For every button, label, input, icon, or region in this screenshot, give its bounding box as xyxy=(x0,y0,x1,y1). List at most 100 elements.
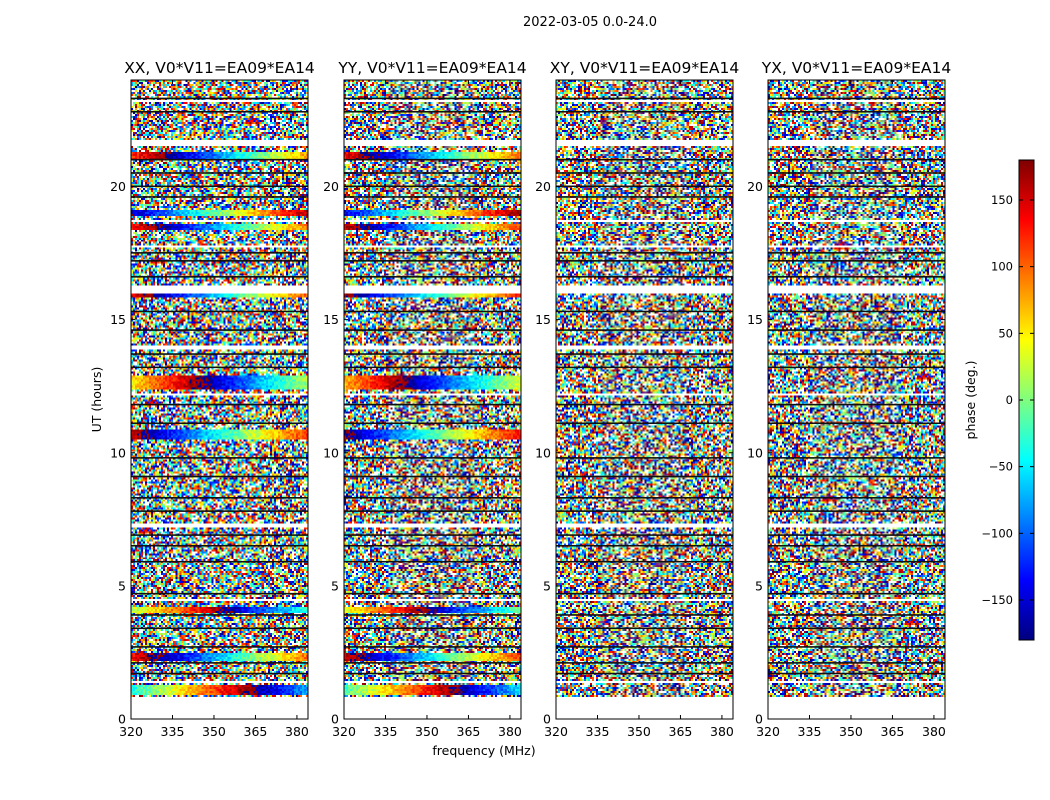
flag-line xyxy=(344,497,521,499)
flag-line xyxy=(131,614,308,616)
flag-line xyxy=(131,185,308,188)
y-tick-label: 20 xyxy=(535,179,551,194)
flag-line xyxy=(556,252,733,254)
flag-line xyxy=(768,534,945,536)
y-tick-label: 0 xyxy=(755,712,763,727)
panel-1: XX, V0*V11=EA09*EA14 320 335 350 365 380 0 5 10 1… xyxy=(89,59,315,739)
flag-line xyxy=(344,366,521,369)
flag-line xyxy=(556,560,733,563)
phase-image xyxy=(131,80,308,719)
panel-title: YX, V0*V11=EA09*EA14 xyxy=(761,59,951,77)
flag-line xyxy=(768,497,945,499)
flag-line xyxy=(131,627,308,630)
x-tick-label: 365 xyxy=(244,724,268,739)
flag-line xyxy=(768,276,945,278)
flag-line xyxy=(556,185,733,188)
flag-line xyxy=(556,260,733,262)
x-tick-label: 320 xyxy=(544,724,568,739)
y-tick-label: 10 xyxy=(535,445,551,460)
flag-line xyxy=(556,97,733,100)
flag-line xyxy=(768,614,945,616)
flag-line xyxy=(556,497,733,499)
flag-line xyxy=(768,97,945,100)
flag-line xyxy=(344,422,521,425)
flag-line xyxy=(344,672,521,675)
colorbar: −150 −100 −50 0 50 100 150 phase (deg.) xyxy=(963,159,1035,641)
x-tick-label: 365 xyxy=(881,724,905,739)
x-tick-label: 320 xyxy=(119,724,143,739)
panel-3: XY, V0*V11=EA09*EA14 320 335 350 365 380 0 5 10 1… xyxy=(535,59,739,739)
flag-line xyxy=(556,457,733,459)
flag-line xyxy=(344,544,521,547)
flag-line xyxy=(131,457,308,459)
flag-line xyxy=(131,110,308,113)
x-tick-label: 320 xyxy=(332,724,356,739)
flag-line xyxy=(556,646,733,648)
flag-line xyxy=(556,534,733,536)
flag-line xyxy=(344,276,521,278)
x-tick-label: 380 xyxy=(710,724,734,739)
phase-image xyxy=(768,80,945,719)
flag-line xyxy=(768,592,945,595)
y-tick-label: 5 xyxy=(543,578,551,593)
flag-line xyxy=(344,662,521,664)
flag-line xyxy=(344,172,521,174)
x-tick-label: 335 xyxy=(161,724,185,739)
x-tick-label: 335 xyxy=(374,724,398,739)
flag-line xyxy=(556,403,733,406)
phase-image xyxy=(556,80,733,719)
flag-line xyxy=(556,276,733,278)
panel-title: XY, V0*V11=EA09*EA14 xyxy=(550,59,739,77)
x-tick-label: 320 xyxy=(756,724,780,739)
colorbar-tick-label: 50 xyxy=(998,326,1013,340)
flag-line xyxy=(556,592,733,595)
flag-line xyxy=(768,366,945,369)
colorbar-tick-label: −50 xyxy=(989,460,1013,474)
flag-line xyxy=(344,560,521,563)
flag-line xyxy=(344,646,521,648)
y-tick-label: 10 xyxy=(747,445,763,460)
colorbar-label: phase (deg.) xyxy=(963,361,978,440)
panel-frame xyxy=(555,79,734,720)
flag-line xyxy=(768,457,945,459)
flag-line xyxy=(556,475,733,478)
y-tick-label: 20 xyxy=(110,179,126,194)
flag-line xyxy=(556,672,733,675)
flag-line xyxy=(768,310,945,313)
panel-title: XX, V0*V11=EA09*EA14 xyxy=(124,59,315,77)
flag-line xyxy=(131,260,308,262)
flag-line xyxy=(556,329,733,331)
flag-line xyxy=(131,534,308,536)
x-tick-label: 380 xyxy=(285,724,309,739)
y-axis-label: UT (hours) xyxy=(89,367,104,433)
flag-line xyxy=(131,403,308,406)
flag-line xyxy=(131,646,308,648)
y-tick-label: 0 xyxy=(543,712,551,727)
flag-line xyxy=(768,422,945,425)
flag-line xyxy=(556,172,733,174)
flag-line xyxy=(556,310,733,313)
flag-line xyxy=(556,353,733,355)
y-tick-label: 10 xyxy=(323,445,339,460)
x-tick-label: 350 xyxy=(839,724,863,739)
panels-group: XX, V0*V11=EA09*EA14 320 335 350 365 380 0 5 10 1… xyxy=(89,59,951,758)
y-tick-label: 15 xyxy=(747,312,763,327)
y-tick-label: 5 xyxy=(755,578,763,593)
flag-line xyxy=(556,510,733,512)
colorbar-tick-label: −100 xyxy=(981,526,1013,540)
y-tick-label: 10 xyxy=(110,445,126,460)
x-tick-label: 380 xyxy=(922,724,946,739)
flag-line xyxy=(344,260,521,262)
flag-line xyxy=(131,510,308,512)
y-tick-label: 0 xyxy=(118,712,126,727)
flag-line xyxy=(344,310,521,313)
flag-line xyxy=(768,260,945,262)
x-tick-label: 365 xyxy=(669,724,693,739)
colorbar-tick-label: 0 xyxy=(1006,393,1013,407)
flag-line xyxy=(768,110,945,113)
flag-line xyxy=(131,592,308,595)
flag-line xyxy=(344,329,521,331)
panel-frame xyxy=(130,79,309,720)
flag-line xyxy=(131,158,308,161)
flag-line xyxy=(768,196,945,198)
